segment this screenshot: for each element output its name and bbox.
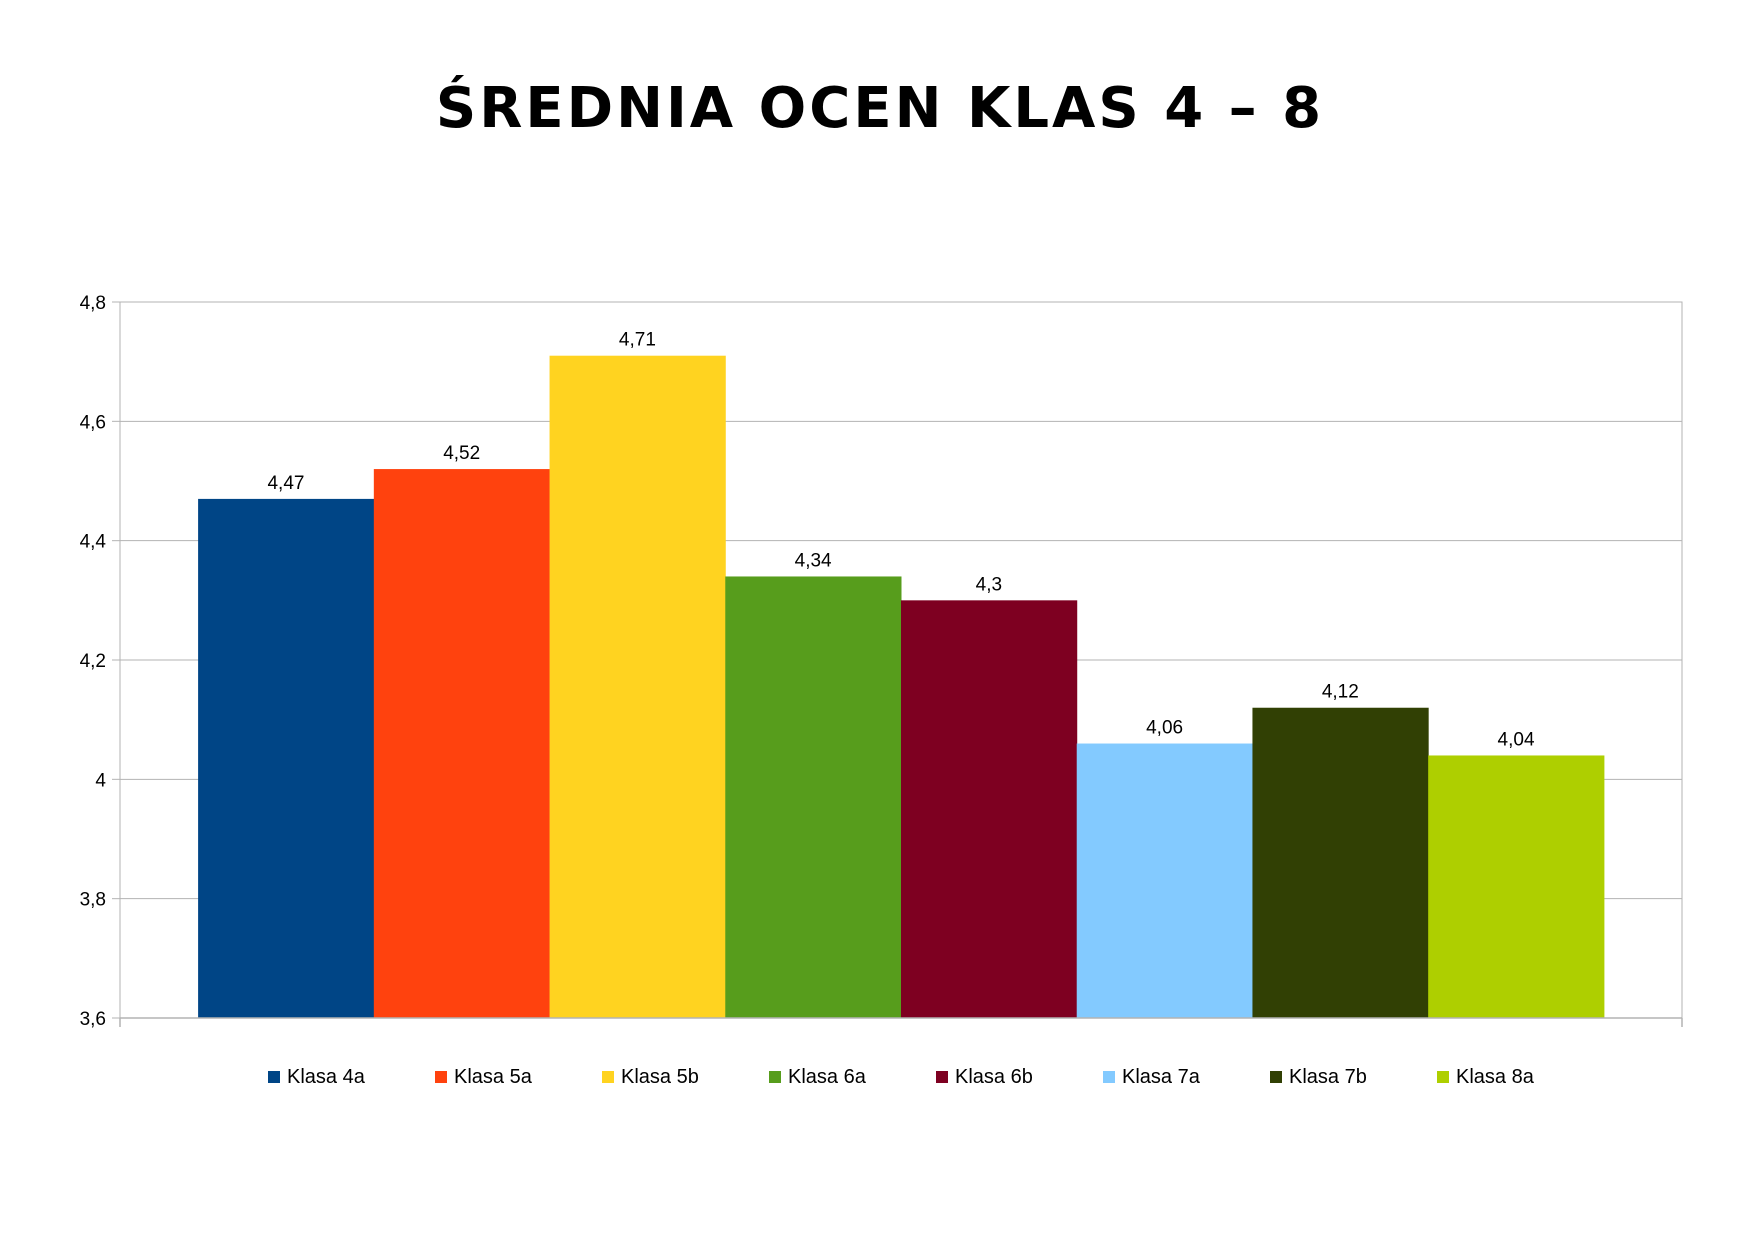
bar-klasa-7a [1076, 743, 1253, 1018]
legend-label-klasa-5a: Klasa 5a [454, 1066, 533, 1088]
bar-klasa-4a [198, 498, 375, 1018]
legend-swatch-klasa-8a [1437, 1071, 1449, 1083]
data-label-klasa-6a: 4,34 [795, 550, 832, 571]
bar-klasa-6a [725, 576, 902, 1018]
legend-label-klasa-5b: Klasa 5b [621, 1066, 699, 1088]
y-tick-label: 3,8 [80, 890, 106, 911]
legend-swatch-klasa-7b [1270, 1071, 1282, 1083]
bar-klasa-7b [1252, 707, 1429, 1018]
bar-klasa-6b [901, 600, 1078, 1018]
y-tick-label: 4,8 [80, 293, 106, 314]
legend-swatch-klasa-5a [435, 1071, 447, 1083]
y-tick-label: 4 [95, 770, 106, 791]
axes [112, 301, 1683, 1027]
legend-swatch-klasa-5b [602, 1071, 614, 1083]
data-label-klasa-8a: 4,04 [1498, 729, 1535, 750]
bar-klasa-5a [373, 469, 551, 1019]
y-tick-label: 4,6 [80, 412, 106, 433]
legend-label-klasa-7a: Klasa 7a [1122, 1066, 1201, 1088]
y-axis-tick-labels: 3,6 3,8 4 4,2 4,4 4,6 4,8 [80, 293, 107, 1030]
y-tick-label: 4,2 [80, 651, 106, 672]
data-label-klasa-5a: 4,52 [443, 443, 480, 464]
legend: Klasa 4a Klasa 5a Klasa 5b Klasa 6a Klasa 6b… [268, 1066, 1535, 1088]
data-label-klasa-4a: 4,47 [267, 473, 304, 494]
legend-swatch-klasa-6a [769, 1071, 781, 1083]
legend-swatch-klasa-7a [1103, 1071, 1115, 1083]
legend-label-klasa-4a: Klasa 4a [287, 1066, 366, 1088]
chart-title: ŚREDNIA OCEN KLAS 4 – 8 [436, 76, 1324, 141]
legend-swatch-klasa-4a [268, 1071, 280, 1083]
legend-label-klasa-6a: Klasa 6a [788, 1066, 867, 1088]
data-label-klasa-5b: 4,71 [619, 330, 656, 351]
legend-label-klasa-6b: Klasa 6b [955, 1066, 1033, 1088]
data-label-klasa-6b: 4,3 [976, 574, 1002, 595]
bars [198, 355, 1605, 1019]
legend-label-klasa-8a: Klasa 8a [1456, 1066, 1535, 1088]
legend-label-klasa-7b: Klasa 7b [1289, 1066, 1367, 1088]
bar-klasa-5b [549, 355, 726, 1018]
data-label-klasa-7a: 4,06 [1146, 718, 1183, 739]
legend-swatch-klasa-6b [936, 1071, 948, 1083]
bar-klasa-8a [1428, 755, 1605, 1018]
y-tick-label: 3,6 [80, 1009, 106, 1030]
y-tick-label: 4,4 [80, 532, 107, 553]
data-label-klasa-7b: 4,12 [1322, 682, 1359, 703]
data-labels: 4,47 4,52 4,71 4,34 4,3 4,06 4,12 4,04 [267, 330, 1534, 751]
